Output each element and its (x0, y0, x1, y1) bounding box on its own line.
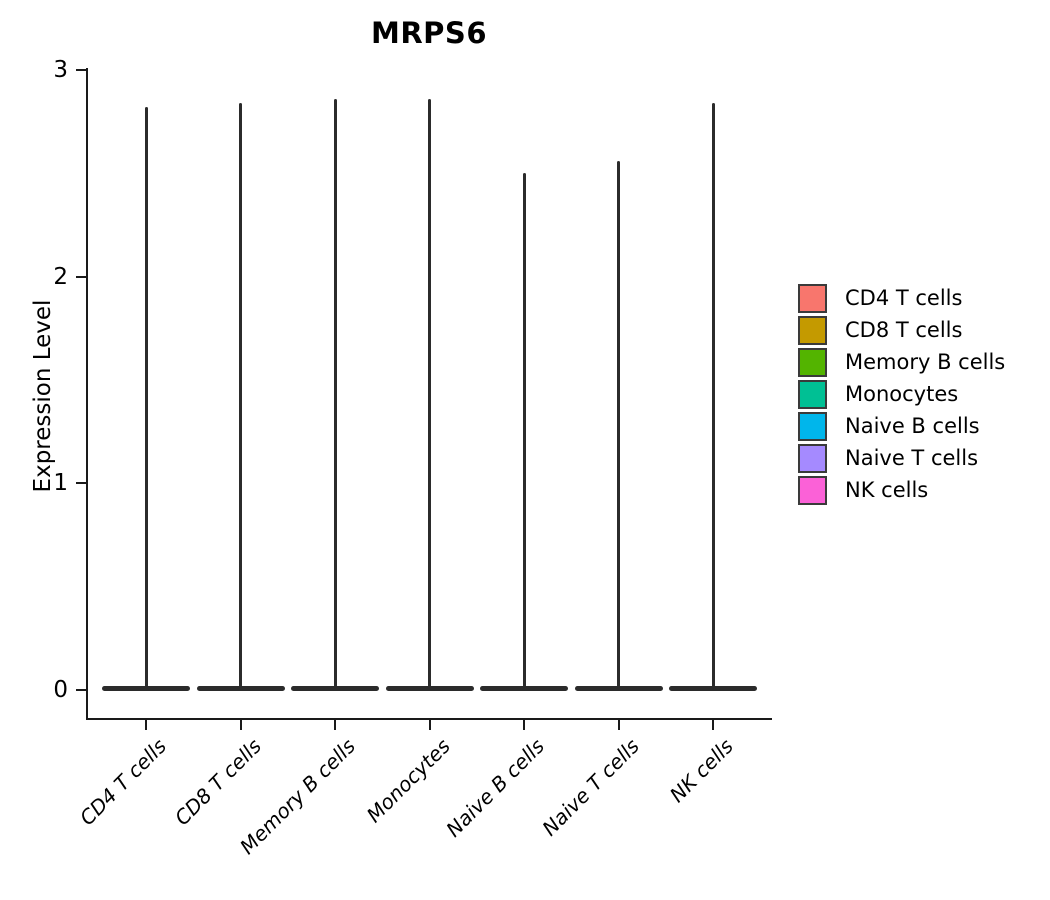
x-tick-label-monocytes: Monocytes (361, 734, 455, 828)
y-tick-mark-0 (76, 689, 86, 691)
violin-spike-naive-t-cells (617, 160, 620, 687)
legend-item-monocytes: Monocytes (798, 378, 1005, 410)
violin-spike-cd4-t-cells (144, 107, 148, 687)
legend-item-memory-b-cells: Memory B cells (798, 346, 1005, 378)
violin-base-nk-cells (669, 686, 757, 691)
legend-swatch-naive-t-cells (798, 443, 827, 473)
y-tick-mark-3 (76, 68, 86, 71)
legend-swatch-naive-b-cells (798, 411, 827, 441)
legend-item-naive-t-cells: Naive T cells (798, 442, 1005, 474)
x-tick-mark-cd8-t-cells (239, 720, 242, 730)
violin-base-monocytes (385, 686, 474, 691)
legend-item-cd4-t-cells: CD4 T cells (798, 282, 1005, 314)
x-tick-label-naive-t-cells: Naive T cells (536, 734, 644, 841)
violin-spike-nk-cells (711, 103, 715, 687)
y-tick-label-2: 2 (53, 263, 68, 290)
x-tick-label-cd4-t-cells: CD4 T cells (74, 734, 171, 831)
legend-swatch-memory-b-cells (798, 347, 827, 377)
y-tick-label-3: 3 (53, 56, 68, 83)
violin-base-naive-b-cells (480, 686, 568, 691)
violin-base-naive-t-cells (574, 686, 663, 691)
y-tick-mark-1 (76, 482, 86, 485)
legend-item-naive-b-cells: Naive B cells (798, 410, 1005, 442)
chart-title: MRPS6 (370, 16, 487, 50)
x-tick-mark-cd4-t-cells (145, 720, 147, 730)
x-tick-label-naive-b-cells: Naive B cells (441, 734, 549, 842)
violin-spike-naive-b-cells (522, 173, 526, 687)
y-tick-label-0: 0 (53, 677, 68, 703)
x-tick-label-cd8-t-cells: CD8 T cells (169, 734, 266, 831)
legend-label-cd8-t-cells: CD8 T cells (845, 317, 963, 342)
legend-label-nk-cells: NK cells (845, 477, 929, 502)
legend: CD4 T cells CD8 T cells Memory B cells Mono… (798, 282, 1005, 506)
legend-swatch-monocytes (798, 379, 827, 409)
x-tick-mark-naive-t-cells (617, 720, 620, 730)
violin-base-memory-b-cells (291, 686, 379, 691)
legend-label-naive-b-cells: Naive B cells (845, 413, 980, 438)
x-tick-label-nk-cells: NK cells (664, 734, 738, 808)
legend-swatch-cd4-t-cells (798, 283, 827, 313)
violin-base-cd4-t-cells (102, 686, 190, 691)
legend-swatch-cd8-t-cells (798, 315, 827, 345)
violin-spike-cd8-t-cells (239, 103, 242, 687)
legend-label-monocytes: Monocytes (845, 381, 959, 406)
legend-swatch-nk-cells (798, 475, 827, 505)
x-tick-mark-memory-b-cells (334, 720, 336, 730)
violin-base-cd8-t-cells (196, 686, 285, 691)
y-axis-line (86, 68, 88, 720)
violin-spike-monocytes (428, 98, 431, 687)
x-tick-mark-nk-cells (712, 720, 714, 730)
violin-spike-memory-b-cells (333, 98, 337, 687)
x-tick-mark-naive-b-cells (523, 720, 525, 730)
legend-item-nk-cells: NK cells (798, 474, 1005, 506)
y-tick-label-1: 1 (53, 470, 68, 497)
legend-label-memory-b-cells: Memory B cells (845, 349, 1006, 374)
y-tick-mark-2 (76, 275, 86, 278)
legend-label-naive-t-cells: Naive T cells (845, 445, 979, 470)
legend-item-cd8-t-cells: CD8 T cells (798, 314, 1005, 346)
x-tick-mark-monocytes (428, 720, 431, 730)
x-axis-line (86, 718, 772, 720)
legend-label-cd4-t-cells: CD4 T cells (845, 285, 963, 310)
